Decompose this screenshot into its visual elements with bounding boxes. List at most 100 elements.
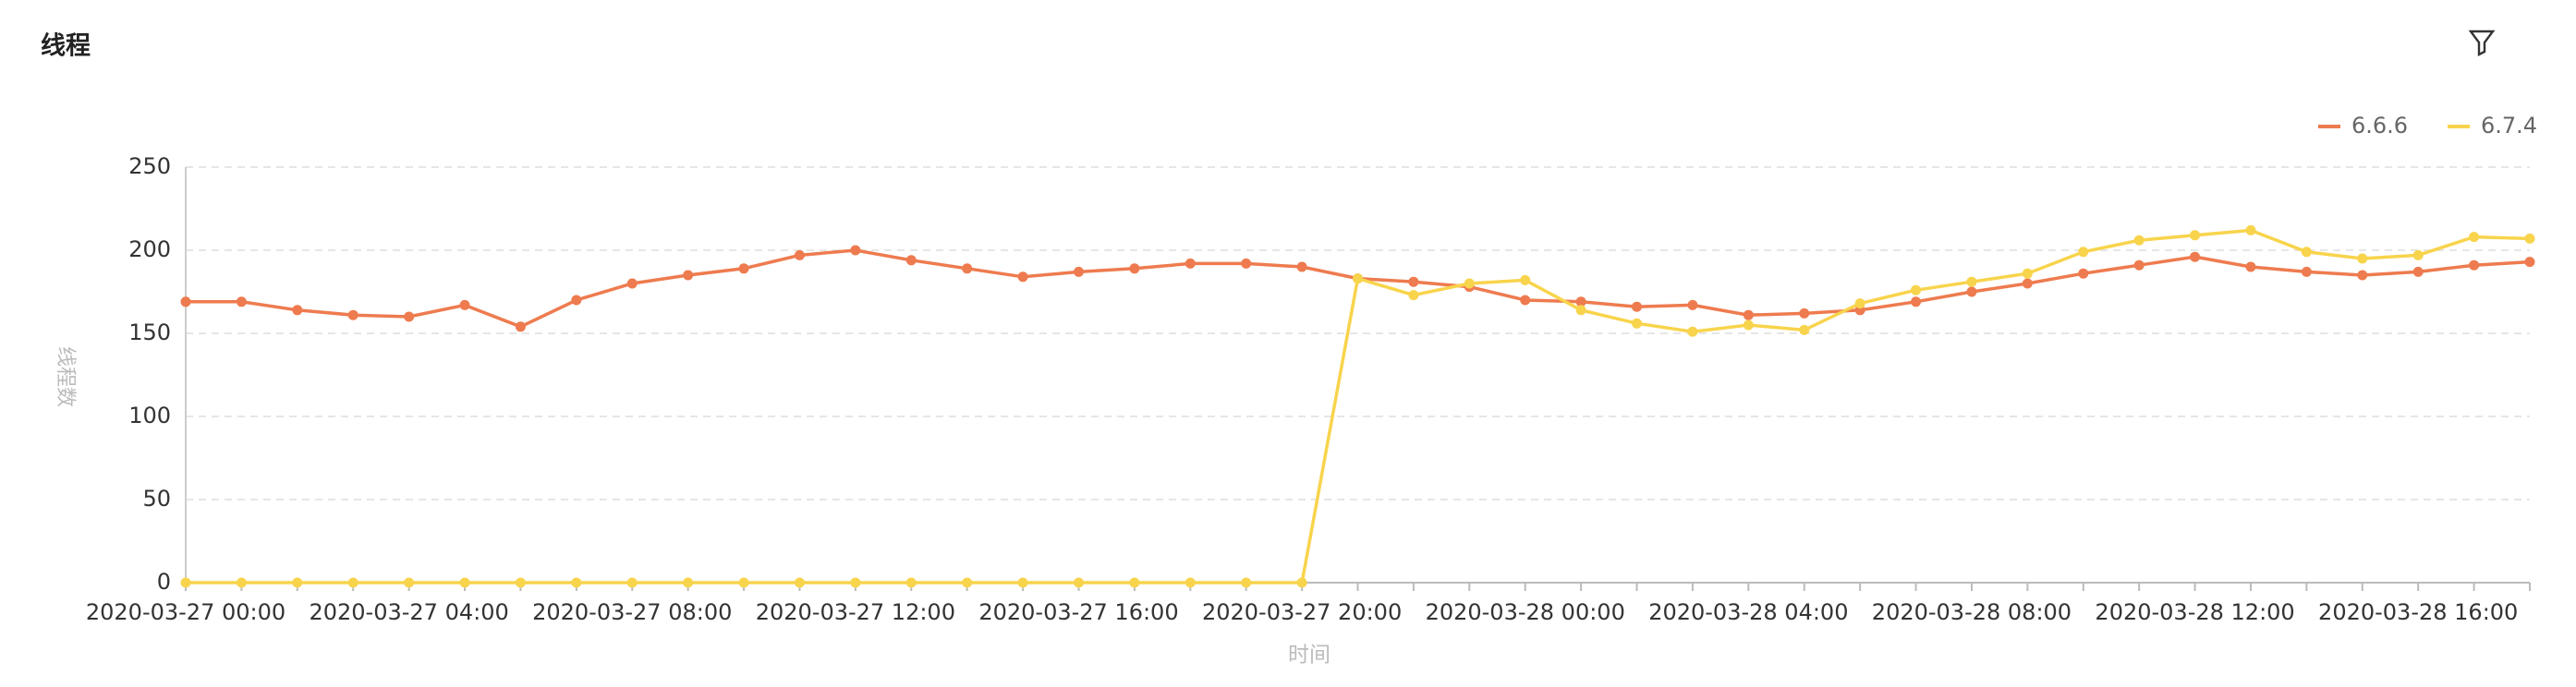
series-line: [186, 248, 2531, 329]
point: [962, 263, 973, 274]
point: [292, 577, 303, 588]
point: [404, 311, 415, 322]
chart-title: 线程: [41, 32, 91, 61]
point: [2190, 251, 2201, 262]
point: [1017, 271, 1028, 283]
y-tick-label: 0: [157, 569, 171, 595]
point: [1911, 284, 1922, 295]
point: [1185, 258, 1196, 269]
point: [459, 577, 470, 588]
x-tick-label: 2020-03-27 04:00: [309, 599, 508, 625]
point: [2301, 247, 2312, 258]
point: [347, 577, 358, 588]
point: [2078, 247, 2089, 258]
point: [1073, 266, 1084, 277]
point: [1520, 295, 1531, 306]
point: [2469, 232, 2480, 243]
x-tick-label: 2020-03-28 00:00: [1426, 599, 1625, 625]
x-tick-label: 2020-03-28 08:00: [1872, 599, 2072, 625]
x-axis-label: 时间: [1288, 644, 1331, 668]
y-tick-label: 150: [128, 319, 171, 345]
point: [1520, 274, 1531, 285]
y-tick-label: 250: [128, 153, 171, 179]
point: [2469, 259, 2480, 271]
point: [1241, 577, 1252, 588]
point: [850, 245, 861, 256]
point: [962, 577, 973, 588]
point: [738, 577, 749, 588]
point: [2524, 257, 2535, 268]
point: [1464, 278, 1475, 289]
point: [1966, 286, 1977, 297]
point: [180, 577, 191, 588]
point: [459, 299, 470, 310]
point: [1799, 324, 1810, 335]
x-tick-label: 2020-03-27 16:00: [978, 599, 1178, 625]
point: [626, 278, 638, 289]
point: [1687, 299, 1698, 310]
legend-label: 6.6.6: [2351, 113, 2408, 139]
point: [1073, 577, 1084, 588]
point: [683, 270, 694, 281]
point: [292, 305, 303, 316]
legend-label: 6.7.4: [2481, 113, 2537, 139]
point: [2357, 253, 2368, 264]
point: [1017, 577, 1028, 588]
point: [683, 577, 694, 588]
y-axis-label: 线程数: [54, 346, 77, 407]
point: [1966, 276, 1977, 287]
point: [1743, 309, 1754, 320]
point: [905, 577, 917, 588]
x-tick-label: 2020-03-27 00:00: [86, 599, 286, 625]
point: [2524, 233, 2535, 244]
x-tick-label: 2020-03-27 08:00: [532, 599, 732, 625]
point: [180, 296, 191, 307]
point: [2133, 259, 2145, 271]
point: [626, 577, 638, 588]
filter-icon[interactable]: [2468, 30, 2496, 56]
point: [571, 295, 582, 306]
point: [1575, 305, 1586, 316]
point: [794, 577, 805, 588]
x-tick-label: 2020-03-27 20:00: [1202, 599, 1402, 625]
point: [1854, 298, 1865, 309]
x-tick-label: 2020-03-27 12:00: [756, 599, 955, 625]
point: [1575, 296, 1586, 307]
point: [1408, 290, 1419, 301]
point: [404, 577, 415, 588]
point: [1353, 273, 1363, 284]
point: [2301, 266, 2312, 277]
point: [347, 309, 358, 320]
point: [2078, 268, 2089, 279]
filter-glyph: [2468, 30, 2496, 56]
point: [2245, 224, 2256, 235]
x-tick-label: 2020-03-28 12:00: [2095, 599, 2294, 625]
point: [1632, 301, 1643, 312]
point: [1632, 318, 1643, 329]
point: [2022, 268, 2033, 279]
x-tick-label: 2020-03-28 04:00: [1648, 599, 1848, 625]
x-tick-label: 2020-03-28 16:00: [2318, 599, 2518, 625]
point: [850, 577, 861, 588]
y-tick-label: 100: [128, 403, 171, 428]
point: [1129, 263, 1140, 274]
point: [738, 263, 749, 274]
point: [1687, 326, 1698, 337]
point: [1129, 577, 1140, 588]
point: [571, 577, 582, 588]
point: [1296, 577, 1307, 588]
y-tick-label: 50: [142, 486, 171, 512]
y-tick-label: 200: [128, 236, 171, 262]
point: [1743, 319, 1754, 331]
point: [2357, 270, 2368, 281]
point: [1799, 307, 1810, 319]
point: [1241, 258, 1252, 269]
point: [905, 255, 917, 266]
point: [236, 577, 247, 588]
point: [1185, 577, 1196, 588]
point: [794, 249, 805, 260]
point: [515, 577, 526, 588]
point: [1408, 276, 1419, 287]
point: [1911, 296, 1922, 307]
